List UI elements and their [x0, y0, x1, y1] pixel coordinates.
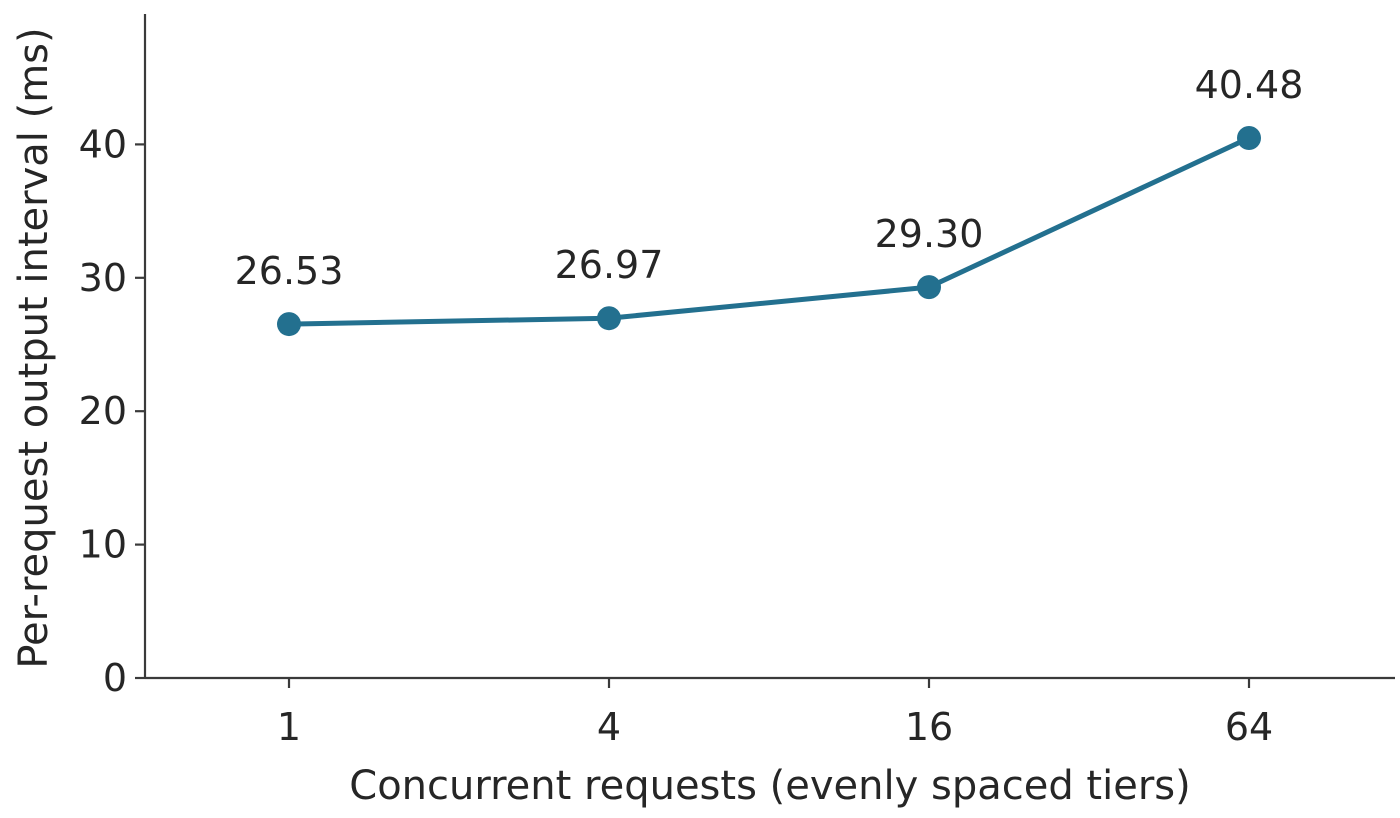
x-ticks: 1 4 16 64 — [277, 678, 1273, 749]
y-tick-label: 10 — [79, 523, 127, 567]
y-tick-label: 30 — [79, 256, 127, 300]
data-label: 40.48 — [1195, 63, 1304, 107]
data-point — [597, 306, 621, 331]
y-ticks: 0 10 20 30 40 — [79, 122, 145, 700]
x-tick-label: 1 — [277, 705, 301, 749]
x-tick-label: 4 — [597, 705, 621, 749]
series-line — [286, 135, 1252, 327]
data-point — [1237, 125, 1261, 150]
axes — [143, 14, 1395, 680]
y-tick-label: 40 — [79, 122, 127, 166]
y-axis-title: Per-request output interval (ms) — [11, 27, 57, 668]
data-point — [917, 275, 941, 300]
x-tick-label: 16 — [905, 705, 953, 749]
x-axis-title: Concurrent requests (evenly spaced tiers… — [349, 763, 1190, 809]
data-label: 26.97 — [555, 243, 664, 287]
data-label: 29.30 — [875, 212, 984, 256]
y-tick-label: 20 — [79, 389, 127, 433]
series-layer: 26.53 26.97 29.30 40.48 — [235, 63, 1304, 337]
data-point — [277, 312, 301, 337]
y-tick-label: 0 — [103, 656, 127, 700]
x-tick-label: 64 — [1225, 705, 1273, 749]
data-label: 26.53 — [235, 249, 344, 293]
